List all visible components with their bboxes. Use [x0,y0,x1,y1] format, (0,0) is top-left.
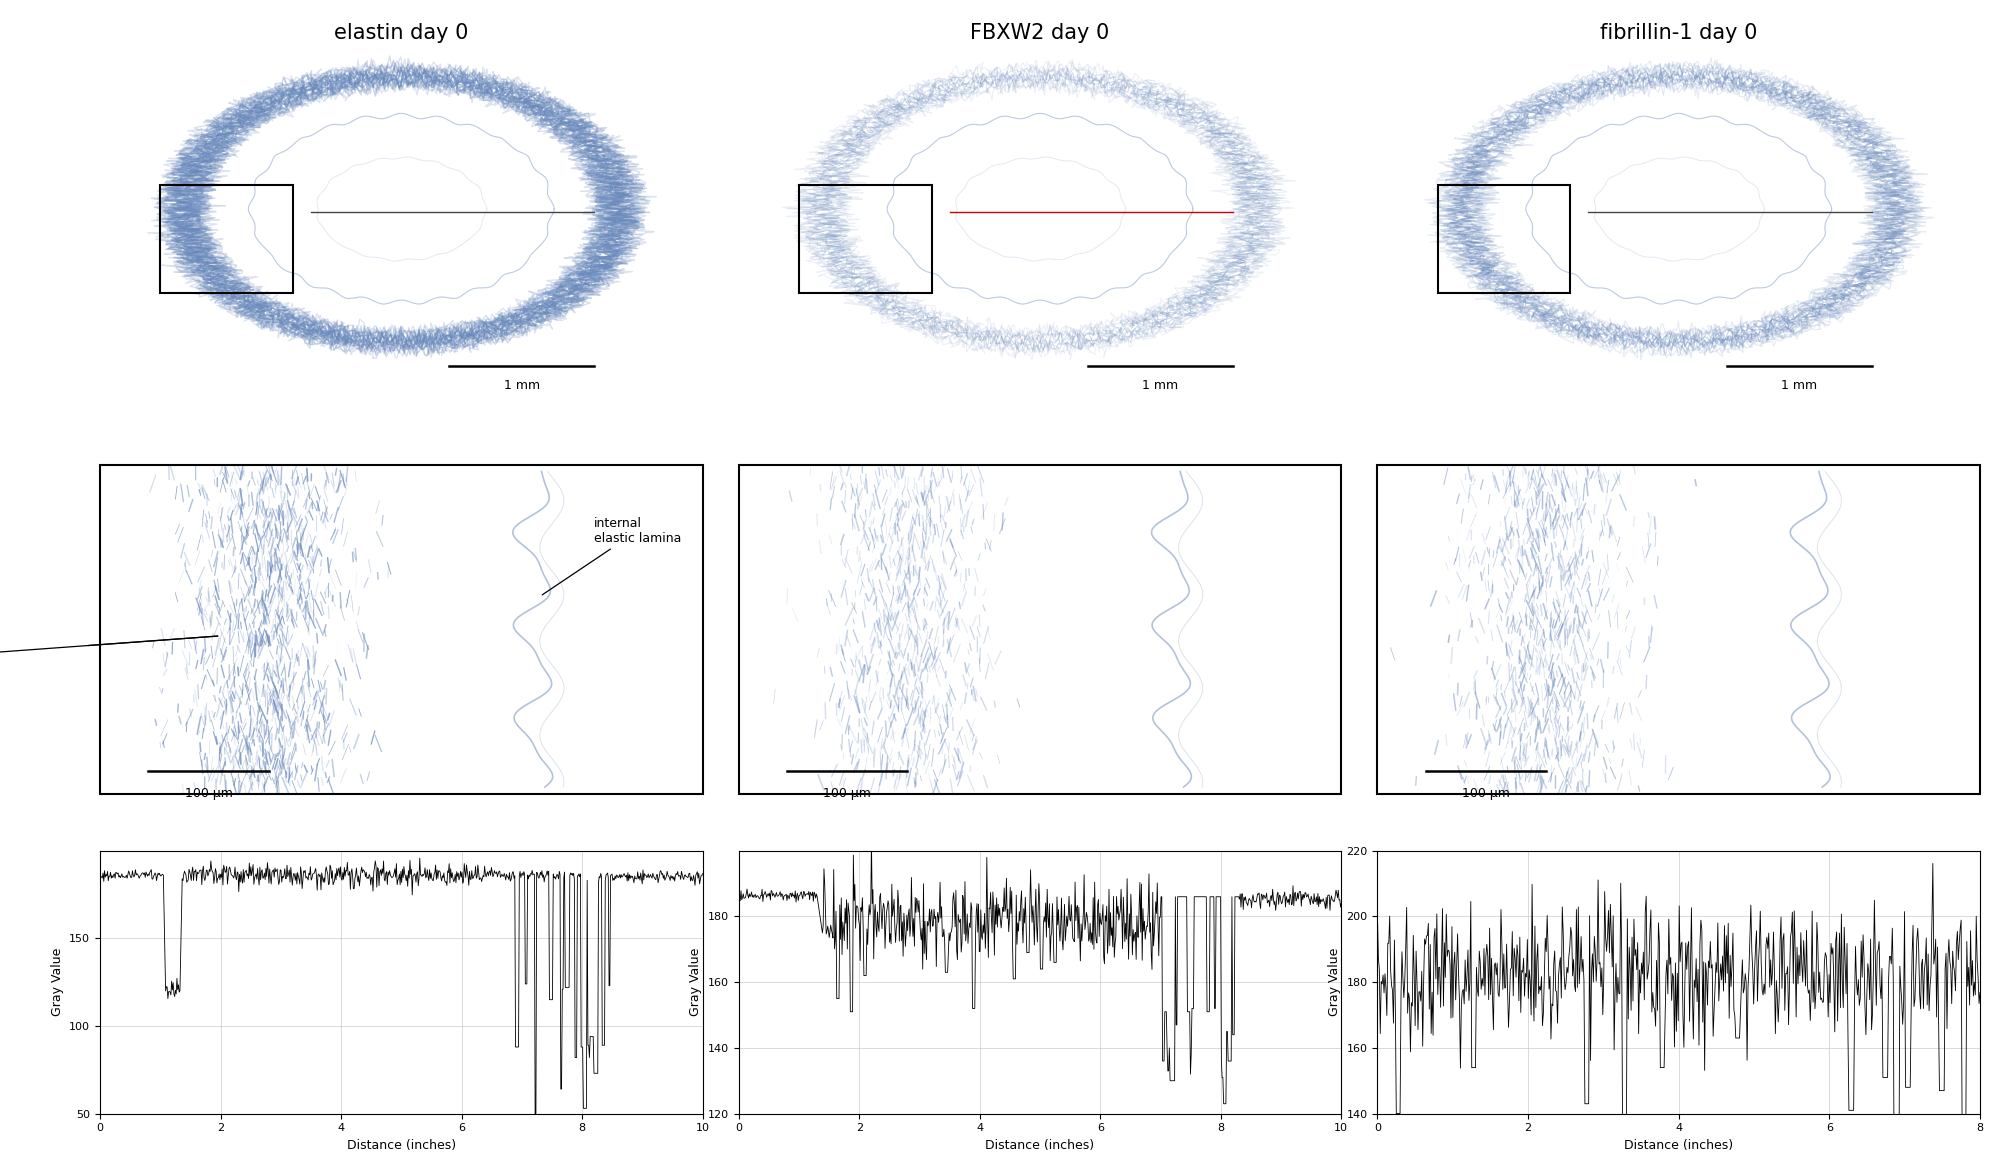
Y-axis label: Gray Value: Gray Value [690,948,702,1016]
Text: external
elastic lamina: external elastic lamina [0,636,218,669]
Text: 1 mm: 1 mm [1782,379,1818,392]
Bar [798,184,932,293]
X-axis label: Distance (inches): Distance (inches) [346,1139,456,1152]
Text: external
elastic lamina: external elastic lamina [0,636,218,669]
Text: 1 mm: 1 mm [504,379,540,392]
Text: 100 μm: 100 μm [824,786,872,800]
FancyBboxPatch shape [0,619,88,698]
Title: elastin day 0: elastin day 0 [334,23,468,43]
Text: 1 mm: 1 mm [1142,379,1178,392]
Text: 100 μm: 100 μm [184,786,232,800]
Title: FBXW2 day 0: FBXW2 day 0 [970,23,1110,43]
Y-axis label: Gray Value: Gray Value [50,948,64,1016]
Text: internal
elastic lamina: internal elastic lamina [542,516,682,595]
X-axis label: Distance (inches): Distance (inches) [986,1139,1094,1152]
Y-axis label: Gray Value: Gray Value [1328,948,1340,1016]
Text: 100 μm: 100 μm [1462,786,1510,800]
Title: fibrillin-1 day 0: fibrillin-1 day 0 [1600,23,1758,43]
X-axis label: Distance (inches): Distance (inches) [1624,1139,1734,1152]
Bar [1438,184,1570,293]
Bar [160,184,292,293]
